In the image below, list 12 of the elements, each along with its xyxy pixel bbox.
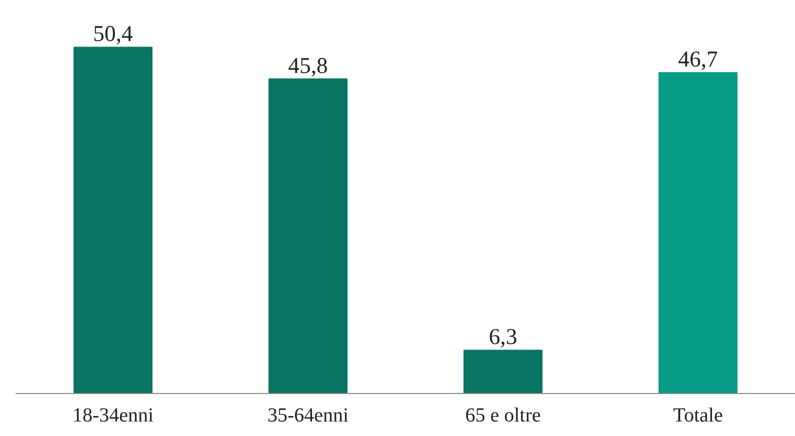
x-tick-label: 35-64enni: [267, 404, 349, 426]
x-tick-label: Totale: [673, 404, 723, 426]
data-label: 46,7: [678, 46, 718, 72]
x-tick-label: 65 e oltre: [465, 404, 541, 426]
bar: [464, 350, 542, 394]
x-tick-label: 18-34enni: [72, 404, 154, 426]
data-label: 6,3: [488, 324, 518, 350]
data-label: 45,8: [288, 52, 328, 78]
bar: [658, 72, 738, 394]
bar: [74, 46, 152, 394]
data-label: 50,4: [93, 21, 133, 46]
bar: [268, 78, 348, 394]
